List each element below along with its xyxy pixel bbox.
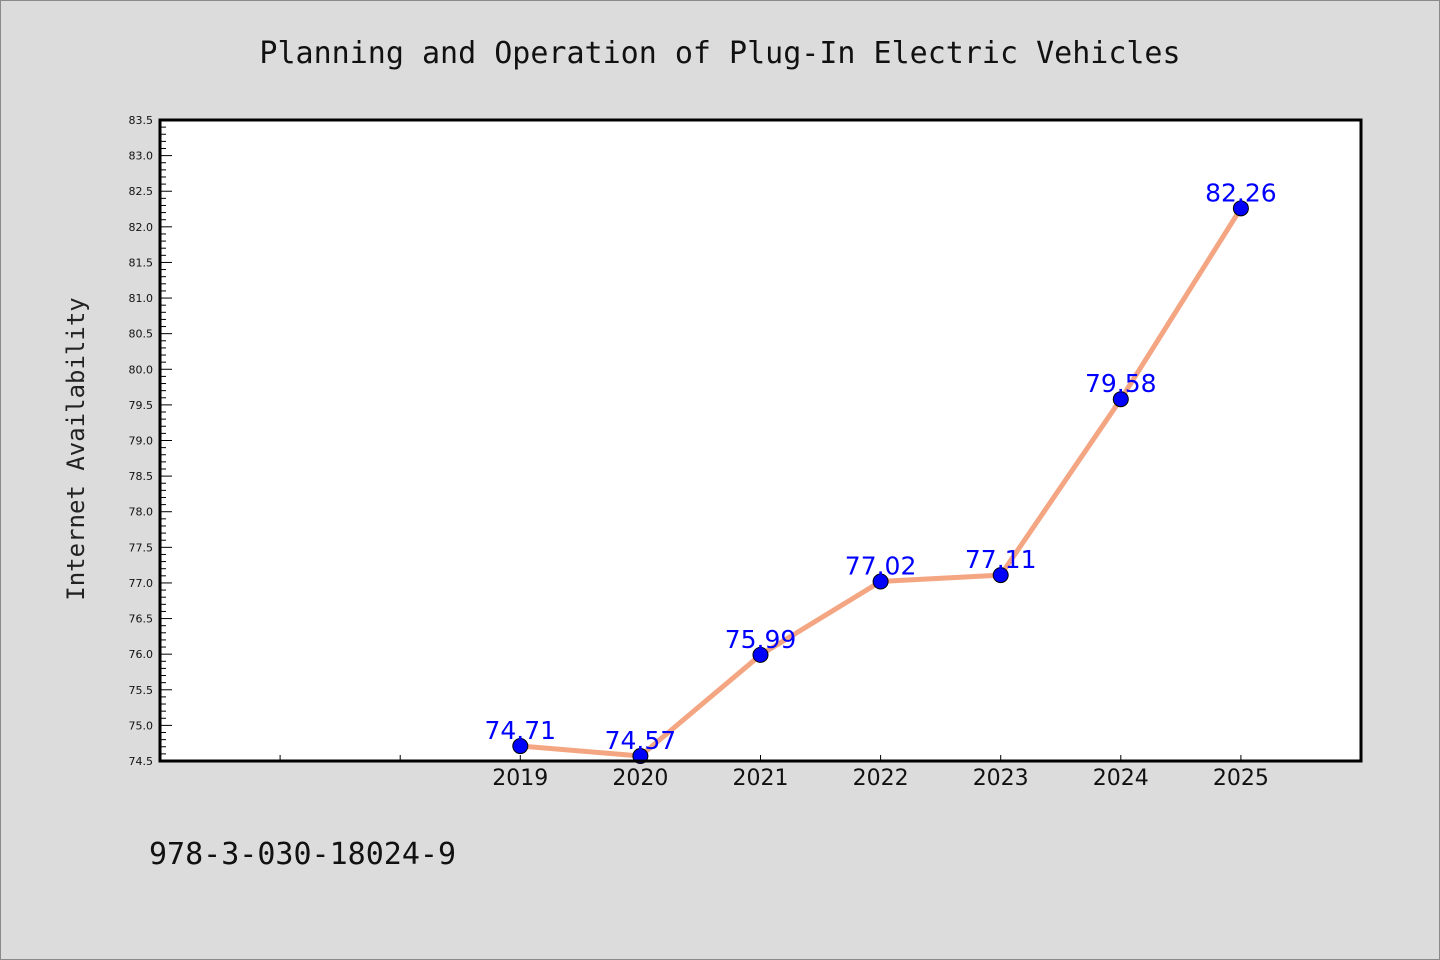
y-tick-label: 78.5 [129, 470, 154, 483]
series: 74.71 74.57 75.99 77.02 77.11 79.58 82.26 [485, 178, 1277, 765]
data-point [752, 646, 769, 663]
data-point [1112, 391, 1129, 408]
y-tick-label: 76.0 [129, 648, 154, 661]
chart-title: Planning and Operation of Plug-In Electr… [259, 36, 1180, 71]
y-tick-label: 77.0 [129, 577, 154, 590]
data-label: 74.71 [485, 716, 557, 745]
data-point [992, 567, 1009, 584]
y-tick-label: 82.0 [129, 221, 154, 234]
data-label: 77.02 [845, 552, 917, 581]
x-tick-label: 2025 [1213, 766, 1269, 791]
y-axis-label: Internet Availability [62, 297, 90, 600]
data-label: 79.58 [1085, 369, 1157, 398]
x-tick-label: 2023 [973, 766, 1029, 791]
x-tick-label: 2021 [733, 766, 789, 791]
x-tick-label: 2019 [492, 766, 548, 791]
data-point [1232, 200, 1249, 217]
data-point [512, 738, 529, 755]
y-tick-label: 76.5 [129, 613, 154, 626]
y-tick-label: 78.0 [129, 506, 154, 519]
data-label: 75.99 [725, 625, 797, 654]
y-tick-label: 75.5 [129, 684, 154, 697]
plot-border [158, 118, 1363, 763]
y-tick-label: 79.5 [129, 399, 154, 412]
y-tick-label: 80.5 [129, 328, 154, 341]
y-tick-label: 79.0 [129, 435, 154, 448]
data-label: 77.11 [965, 545, 1037, 574]
data-point [872, 573, 889, 590]
data-label: 82.26 [1205, 178, 1277, 207]
y-tick-label: 83.5 [129, 114, 154, 127]
y-axis: 74.5 75.0 75.5 76.0 76.5 77.0 77.5 78.0 78.5 79.0… [129, 114, 172, 768]
x-axis: 2019 2020 2021 2022 2023 2024 2025 [279, 755, 1269, 791]
y-tick-label: 74.5 [129, 755, 154, 768]
footer-isbn: 978-3-030-18024-9 [149, 837, 456, 872]
y-tick-label: 75.0 [129, 719, 154, 732]
data-label: 74.57 [605, 726, 677, 755]
x-tick-label: 2024 [1093, 766, 1149, 791]
x-tick-label: 2022 [853, 766, 909, 791]
y-tick-label: 81.0 [129, 292, 154, 305]
y-tick-label: 81.5 [129, 256, 154, 269]
y-tick-label: 80.0 [129, 363, 154, 376]
x-tick-label: 2020 [612, 766, 668, 791]
y-tick-label: 77.5 [129, 541, 154, 554]
y-tick-label: 83.0 [129, 150, 154, 163]
plot-area [160, 120, 1361, 761]
y-tick-label: 82.5 [129, 185, 154, 198]
